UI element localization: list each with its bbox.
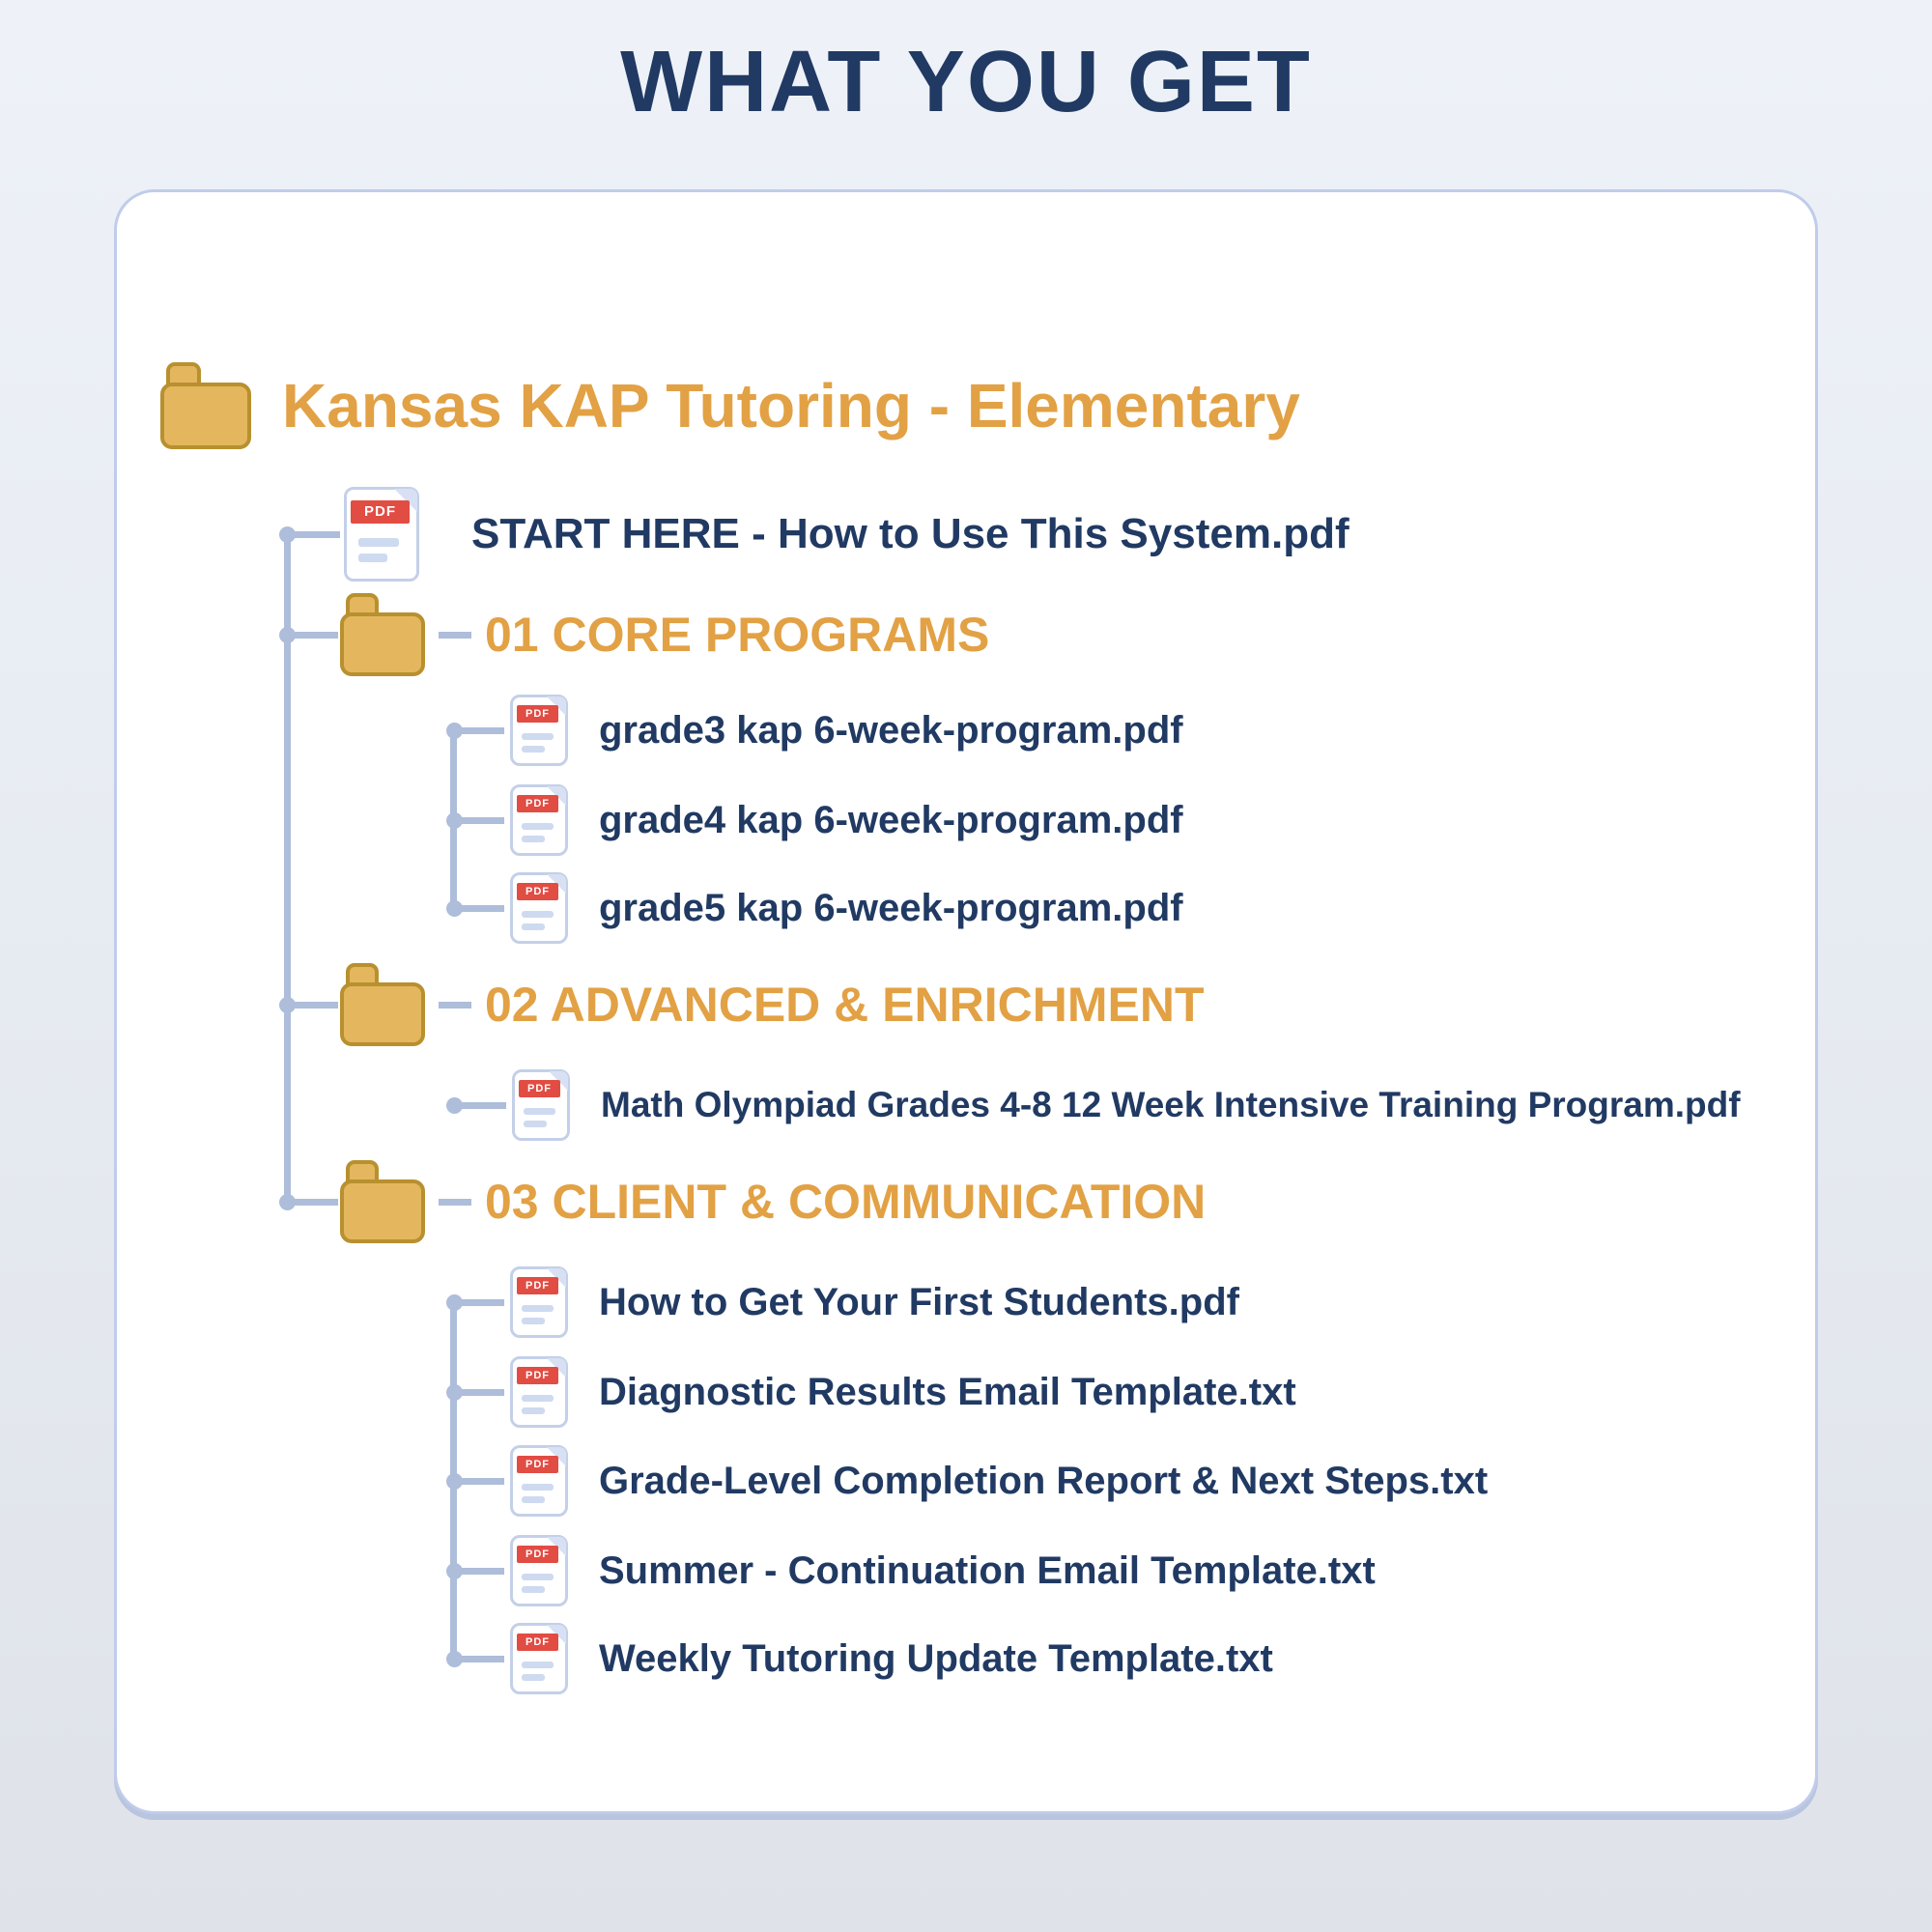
pdf-file-icon: PDF xyxy=(510,695,568,766)
pdf-badge-label: PDF xyxy=(519,1080,560,1097)
section-label: 01 CORE PROGRAMS xyxy=(485,608,990,662)
file-label: Summer - Continuation Email Template.txt xyxy=(599,1548,1376,1592)
tree-trunk-line xyxy=(284,534,291,1202)
pdf-badge-label: PDF xyxy=(351,500,410,524)
pdf-badge-label: PDF xyxy=(517,1367,558,1384)
folder-icon xyxy=(160,362,257,449)
tree-branch-line xyxy=(454,1299,504,1306)
pdf-file-icon: PDF xyxy=(510,872,568,944)
pdf-badge-label: PDF xyxy=(517,883,558,900)
tree-branch-line xyxy=(439,631,471,639)
tree-row-section-03: 03 CLIENT & COMMUNICATION xyxy=(340,1160,1206,1243)
tree-branch-line xyxy=(287,632,338,639)
pdf-file-icon: PDF xyxy=(510,1535,568,1606)
tree-row-grade5: PDF grade5 kap 6-week-program.pdf xyxy=(510,872,1183,944)
folder-icon xyxy=(340,963,431,1046)
tree-branch-line xyxy=(454,1102,506,1109)
tree-row-section-02: 02 ADVANCED & ENRICHMENT xyxy=(340,963,1205,1046)
folder-icon xyxy=(340,593,431,676)
tree-row-root: Kansas KAP Tutoring - Elementary xyxy=(160,362,1300,449)
tree-branch-line xyxy=(454,817,504,824)
tree-row-grade4: PDF grade4 kap 6-week-program.pdf xyxy=(510,784,1183,856)
tree-row-section-01: 01 CORE PROGRAMS xyxy=(340,593,989,676)
pdf-badge-label: PDF xyxy=(517,1634,558,1651)
tree-branch-line xyxy=(287,531,340,538)
tree-row-math-olympiad: PDF Math Olympiad Grades 4-8 12 Week Int… xyxy=(512,1069,1741,1141)
section-label: 02 ADVANCED & ENRICHMENT xyxy=(485,978,1205,1032)
tree-branch-line xyxy=(287,1199,338,1206)
pdf-badge-label: PDF xyxy=(517,1456,558,1473)
section-label: 03 CLIENT & COMMUNICATION xyxy=(485,1175,1207,1229)
page-title: WHAT YOU GET xyxy=(620,34,1312,130)
tree-row-how-to-get-students: PDF How to Get Your First Students.pdf xyxy=(510,1266,1239,1338)
pdf-badge-label: PDF xyxy=(517,795,558,812)
pdf-file-icon: PDF xyxy=(510,1266,568,1338)
file-label: Diagnostic Results Email Template.txt xyxy=(599,1370,1296,1413)
tree-row-start-here: PDF START HERE - How to Use This System.… xyxy=(344,487,1350,582)
pdf-file-icon: PDF xyxy=(510,784,568,856)
tree-row-completion-report: PDF Grade-Level Completion Report & Next… xyxy=(510,1445,1488,1517)
file-label: grade5 kap 6-week-program.pdf xyxy=(599,886,1183,929)
tree-row-diagnostic-email: PDF Diagnostic Results Email Template.tx… xyxy=(510,1356,1296,1428)
file-label: START HERE - How to Use This System.pdf xyxy=(471,510,1350,557)
file-label: grade3 kap 6-week-program.pdf xyxy=(599,708,1183,752)
tree-branch-line xyxy=(454,1568,504,1575)
tree-branch-line xyxy=(439,1198,471,1206)
file-label: Weekly Tutoring Update Template.txt xyxy=(599,1636,1273,1680)
file-label: grade4 kap 6-week-program.pdf xyxy=(599,798,1183,841)
pdf-file-icon: PDF xyxy=(510,1356,568,1428)
tree-branch-line xyxy=(439,1001,471,1009)
tree-row-grade3: PDF grade3 kap 6-week-program.pdf xyxy=(510,695,1183,766)
tree-branch-line xyxy=(454,905,504,912)
pdf-file-icon: PDF xyxy=(512,1069,570,1141)
folder-icon xyxy=(340,1160,431,1243)
pdf-badge-label: PDF xyxy=(517,705,558,723)
tree-branch-line xyxy=(454,727,504,734)
pdf-file-icon: PDF xyxy=(510,1445,568,1517)
tree-branch-line xyxy=(454,1478,504,1485)
tree-row-weekly-update: PDF Weekly Tutoring Update Template.txt xyxy=(510,1623,1273,1694)
file-label: How to Get Your First Students.pdf xyxy=(599,1280,1239,1323)
pdf-badge-label: PDF xyxy=(517,1546,558,1563)
tree-branch-line xyxy=(454,1656,504,1662)
pdf-badge-label: PDF xyxy=(517,1277,558,1294)
tree-branch-line xyxy=(287,1002,338,1009)
tree-row-summer-email: PDF Summer - Continuation Email Template… xyxy=(510,1535,1376,1606)
file-label: Math Olympiad Grades 4-8 12 Week Intensi… xyxy=(601,1085,1741,1124)
pdf-file-icon: PDF xyxy=(510,1623,568,1694)
tree-branch-line xyxy=(454,1389,504,1396)
root-folder-label: Kansas KAP Tutoring - Elementary xyxy=(282,371,1300,440)
pdf-file-icon: PDF xyxy=(344,487,419,582)
file-label: Grade-Level Completion Report & Next Ste… xyxy=(599,1459,1489,1502)
